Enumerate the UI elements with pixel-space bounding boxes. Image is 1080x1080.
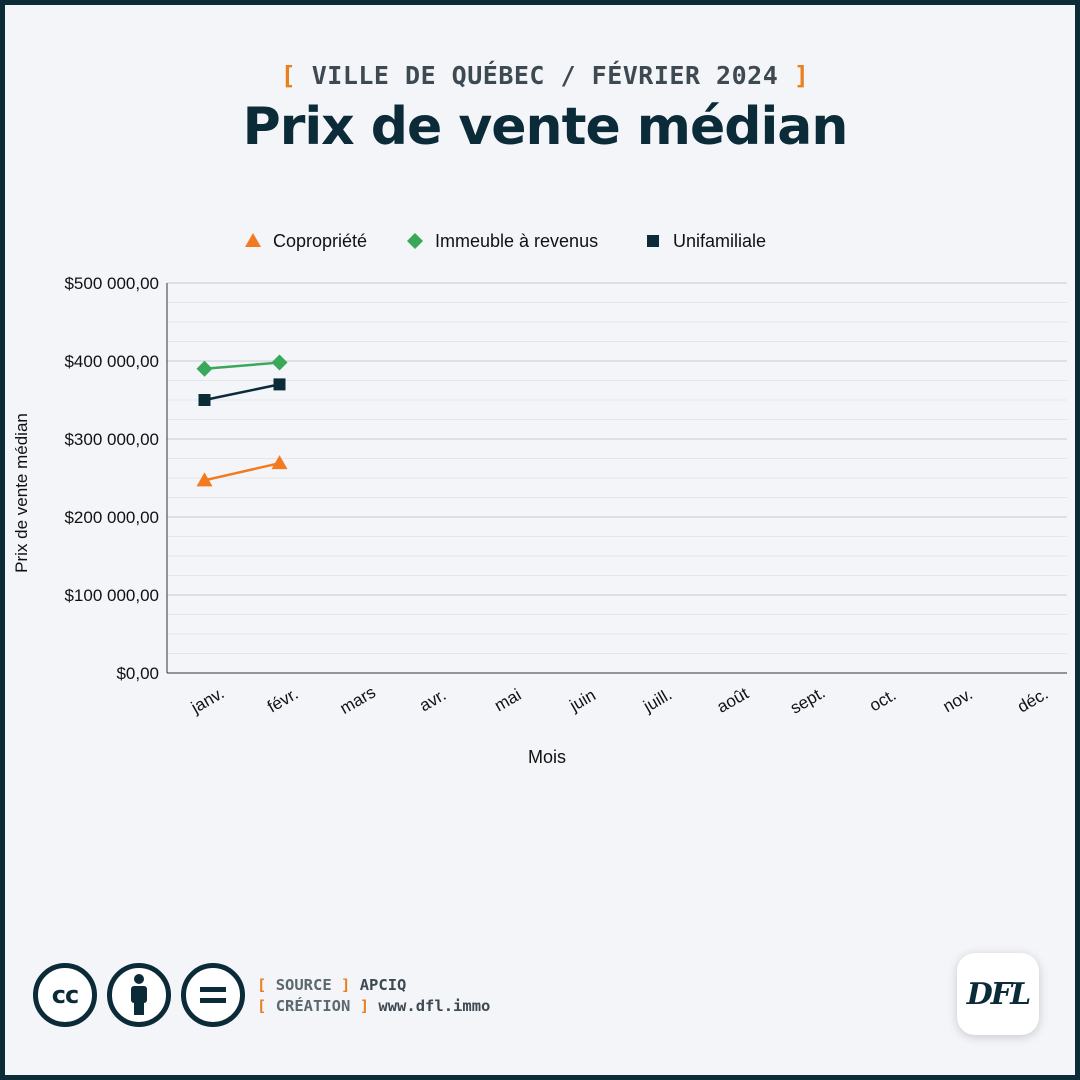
legend-marker [245, 233, 261, 247]
x-tick-label: nov. [940, 684, 976, 716]
y-tick-label: $400 000,00 [64, 352, 159, 371]
x-tick-label: août [714, 684, 752, 717]
x-axis-title: Mois [528, 747, 566, 767]
source-value: APCIQ [359, 976, 407, 994]
cc-icon-label: cc [51, 981, 79, 1009]
y-tick-label: $0,00 [116, 664, 159, 683]
page-title: Prix de vente médian [242, 97, 849, 157]
y-axis-title: Prix de vente médian [12, 413, 31, 573]
x-tick-label: sept. [787, 683, 828, 718]
y-tick-label: $500 000,00 [64, 274, 159, 293]
x-tick-label: mars [337, 683, 379, 718]
source-bracket-open: [ [257, 976, 267, 994]
line-chart: $0,00 $100 000,00 $200 000,00 $300 000,00 $4… [12, 231, 1067, 767]
kicker: [ VILLE DE QUÉBEC / FÉVRIER 2024 ] [5, 61, 1080, 90]
legend-label: Copropriété [273, 231, 367, 251]
x-tick-label: avr. [416, 685, 449, 715]
y-tick-label: $100 000,00 [64, 586, 159, 605]
x-tick-label: oct. [866, 685, 899, 715]
creation-bracket-open: [ [257, 997, 267, 1015]
legend-marker [647, 235, 659, 247]
source-key: SOURCE [275, 976, 332, 994]
kicker-bracket-open: [ [280, 61, 297, 90]
data-point [198, 394, 211, 406]
series-line [204, 361, 280, 371]
cc-icon: cc [33, 963, 97, 1027]
legend-marker [407, 233, 423, 249]
data-point [271, 354, 288, 371]
dfl-logo: DFL [957, 953, 1039, 1035]
x-tick-label: juin [566, 685, 599, 715]
credits: [ SOURCE ] APCIQ [ CRÉATION ] www.dfl.im… [257, 975, 490, 1017]
data-point [196, 472, 213, 487]
kicker-bracket-close: ] [793, 61, 810, 90]
x-tick-label: févr. [264, 684, 301, 717]
creation-line: [ CRÉATION ] www.dfl.immo [257, 996, 490, 1017]
legend-label: Immeuble à revenus [435, 231, 598, 251]
y-tick-label: $200 000,00 [64, 508, 159, 527]
series-line [204, 383, 280, 402]
source-bracket-close: ] [341, 976, 351, 994]
creation-bracket-close: ] [359, 997, 370, 1015]
nd-icon [181, 963, 245, 1027]
x-tick-label: juill. [639, 685, 675, 717]
source-line: [ SOURCE ] APCIQ [257, 975, 490, 996]
series-line [204, 461, 280, 482]
creation-key: CRÉATION [275, 997, 351, 1015]
creation-link[interactable]: www.dfl.immo [378, 997, 491, 1015]
legend-label: Unifamiliale [673, 231, 766, 251]
data-point [196, 360, 213, 377]
x-tick-label: mai [491, 685, 524, 715]
x-tick-label: déc. [1014, 684, 1051, 717]
by-icon [107, 963, 171, 1027]
license-icons: cc [33, 963, 245, 1027]
x-tick-label: janv. [187, 683, 227, 717]
kicker-text: VILLE DE QUÉBEC / FÉVRIER 2024 [311, 61, 779, 90]
data-point [271, 455, 288, 470]
y-tick-label: $300 000,00 [64, 430, 159, 449]
data-point [273, 378, 286, 391]
